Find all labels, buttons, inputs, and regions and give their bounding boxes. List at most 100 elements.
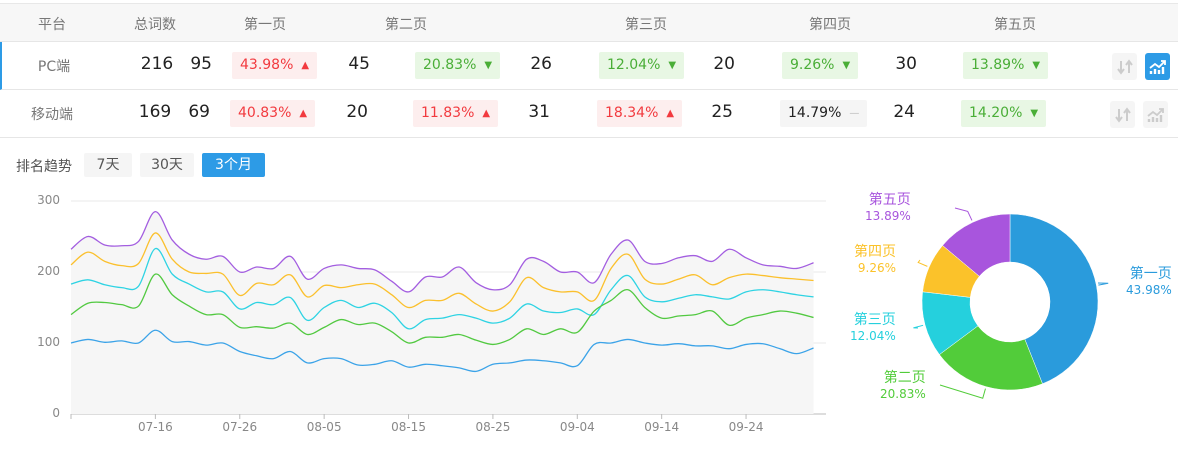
pie-label-pct: 9.26% <box>857 261 896 275</box>
pie-leader-line <box>917 259 928 267</box>
header-page1: 第一页 <box>244 17 286 33</box>
trend-chart-icon <box>1148 59 1166 74</box>
trend-flat-icon: — <box>849 108 860 119</box>
range-30d-button[interactable]: 30天 <box>140 153 194 177</box>
trend-down-icon: ▼ <box>668 60 677 71</box>
y-tick-label: 100 <box>37 335 60 349</box>
trend-label: 排名趋势 <box>16 159 72 175</box>
total-count: 169 <box>138 102 172 122</box>
trend-down-icon: ▼ <box>842 60 851 71</box>
header-page2: 第二页 <box>385 17 427 33</box>
total-count: 216 <box>140 54 174 74</box>
series-line-1 <box>70 232 814 312</box>
page-count: 45 <box>348 54 370 74</box>
trend-down-icon: ▼ <box>484 60 493 71</box>
trend-up-icon: ▲ <box>666 108 675 119</box>
x-tick-label: 07-16 <box>137 420 173 434</box>
pie-label-name: 第五页 <box>868 192 911 208</box>
page-count: 20 <box>346 102 368 122</box>
trend-chart-button[interactable] <box>1145 53 1170 80</box>
pie-label: 第二页 20.83% <box>880 370 926 402</box>
series-line-4 <box>70 329 814 373</box>
pie-label: 第三页 12.04% <box>850 312 896 344</box>
header-page4: 第四页 <box>809 17 851 33</box>
y-tick-label: 300 <box>37 193 60 207</box>
percent-badge: 11.83% ▲ <box>413 100 499 127</box>
percent-value: 11.83% <box>421 105 475 121</box>
percent-value: 40.83% <box>238 105 292 121</box>
percent-badge: 20.83% ▼ <box>415 52 501 79</box>
y-tick-label: 200 <box>37 264 60 278</box>
percent-badge: 18.34% ▲ <box>597 100 683 127</box>
percent-badge: 14.79% — <box>780 100 868 127</box>
percent-value: 12.04% <box>607 57 661 73</box>
trend-chart-button[interactable] <box>1143 101 1168 128</box>
x-tick-label: 08-15 <box>391 420 426 434</box>
range-7d-button[interactable]: 7天 <box>84 153 132 177</box>
x-tick-label: 09-14 <box>644 420 680 434</box>
trend-up-icon: ▲ <box>482 108 491 119</box>
pie-slice <box>1009 213 1099 385</box>
percent-value: 13.89% <box>971 57 1025 73</box>
x-tick-label: 07-26 <box>222 420 258 434</box>
percent-value: 14.20% <box>969 105 1023 121</box>
trend-up-icon: ▲ <box>299 108 308 119</box>
range-3m-button[interactable]: 3个月 <box>202 153 265 177</box>
x-tick-label: 08-25 <box>475 420 511 434</box>
pie-label: 第一页 43.98% <box>1126 266 1172 298</box>
platform-name: 移动端 <box>31 107 73 123</box>
percent-value: 9.26% <box>790 57 835 73</box>
sort-arrows-icon <box>1116 58 1133 75</box>
page-count: 24 <box>893 102 915 122</box>
pie-label-pct: 43.98% <box>1126 283 1172 297</box>
x-tick-label: 08-05 <box>306 420 342 434</box>
pie-label-name: 第四页 <box>854 244 896 260</box>
percent-value: 14.79% <box>788 105 842 121</box>
percent-badge: 43.98% ▲ <box>232 52 318 79</box>
percent-badge: 13.89% ▼ <box>963 52 1049 79</box>
trend-up-icon: ▲ <box>301 60 310 71</box>
page-count: 31 <box>528 102 550 122</box>
pie-label: 第四页 9.26% <box>854 244 896 276</box>
percent-badge: 9.26% ▼ <box>782 52 859 79</box>
page-count: 25 <box>711 102 733 122</box>
pie-label-name: 第二页 <box>883 370 926 386</box>
header-platform: 平台 <box>38 17 66 33</box>
table-row[interactable]: PC端 216 95 43.98% ▲ 45 20.83% ▼ 26 12.04% ▼ 20 … <box>0 42 1178 90</box>
pie-label-name: 第一页 <box>1129 266 1172 282</box>
x-tick-label: 09-24 <box>728 420 764 434</box>
percent-value: 18.34% <box>605 105 659 121</box>
table-header: 平台 总词数 第一页 第二页 第三页 第四页 第五页 <box>0 3 1178 42</box>
pie-label-pct: 13.89% <box>865 209 911 223</box>
percent-badge: 12.04% ▼ <box>599 52 685 79</box>
series-line-3 <box>70 273 814 346</box>
pie-slice <box>942 213 1011 277</box>
trend-down-icon: ▼ <box>1032 60 1041 71</box>
header-total: 总词数 <box>134 17 176 33</box>
percent-badge: 14.20% ▼ <box>961 100 1047 127</box>
pie-slice <box>939 325 1043 391</box>
pie-leader-line <box>913 324 924 329</box>
header-page3: 第三页 <box>625 17 667 33</box>
series-line-0 <box>70 210 814 293</box>
percent-value: 43.98% <box>240 57 294 73</box>
pie-label-name: 第三页 <box>853 312 896 328</box>
page-count: 20 <box>713 54 735 74</box>
percent-value: 20.83% <box>423 57 477 73</box>
pie-leader-line <box>939 384 986 399</box>
percent-badge: 40.83% ▲ <box>230 100 316 127</box>
sort-button[interactable] <box>1112 53 1137 80</box>
pie-leader-line <box>954 207 973 221</box>
pie-label-pct: 20.83% <box>880 387 926 401</box>
x-tick-label: 09-04 <box>559 420 595 434</box>
page-count: 30 <box>895 54 917 74</box>
table-row[interactable]: 移动端 169 69 40.83% ▲ 20 11.83% ▲ 31 18.34% ▲ 25 … <box>0 90 1178 138</box>
chart-area-fill <box>71 211 814 414</box>
sort-button[interactable] <box>1110 101 1135 128</box>
header-page5: 第五页 <box>994 17 1036 33</box>
y-tick-label: 0 <box>52 406 60 420</box>
pie-label-pct: 12.04% <box>850 329 896 343</box>
series-line-2 <box>70 247 814 330</box>
pie-leader-line <box>1097 282 1109 286</box>
